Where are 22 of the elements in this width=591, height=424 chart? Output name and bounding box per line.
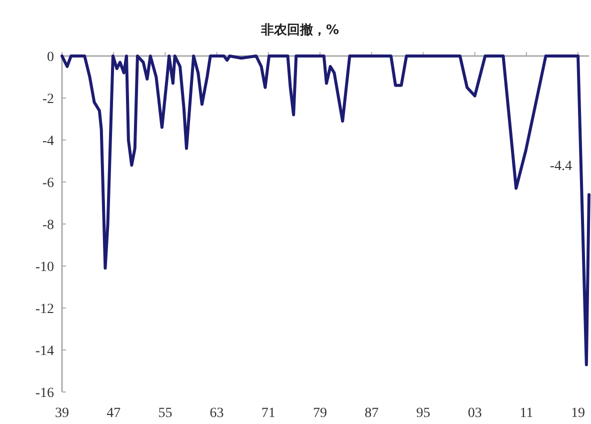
x-tick-label: 47 xyxy=(106,406,121,421)
y-tick-label: -12 xyxy=(35,302,54,317)
y-tick-label: -8 xyxy=(42,218,54,233)
x-tick-label: 55 xyxy=(158,406,172,421)
chart-title: 非农回撤，% xyxy=(260,22,340,38)
y-tick-label: -16 xyxy=(35,386,54,401)
y-tick-label: -10 xyxy=(35,260,54,275)
y-tick-label: -4 xyxy=(42,134,54,149)
x-tick-label: 63 xyxy=(210,406,224,421)
annotation: -4.4 xyxy=(550,159,572,174)
y-tick-label: -14 xyxy=(35,344,54,359)
x-tick-label: 71 xyxy=(261,406,276,421)
x-tick-label: 95 xyxy=(416,406,430,421)
y-tick-label: 0 xyxy=(47,50,54,65)
x-tick-label: 39 xyxy=(55,406,69,421)
x-tick-label: 11 xyxy=(520,406,534,421)
x-tick-label: 03 xyxy=(468,406,482,421)
x-tick-label: 87 xyxy=(364,406,379,421)
x-tick-label: 19 xyxy=(571,406,586,421)
y-tick-label: -6 xyxy=(42,176,54,191)
x-tick-label: 79 xyxy=(313,406,328,421)
y-tick-label: -2 xyxy=(42,92,54,107)
